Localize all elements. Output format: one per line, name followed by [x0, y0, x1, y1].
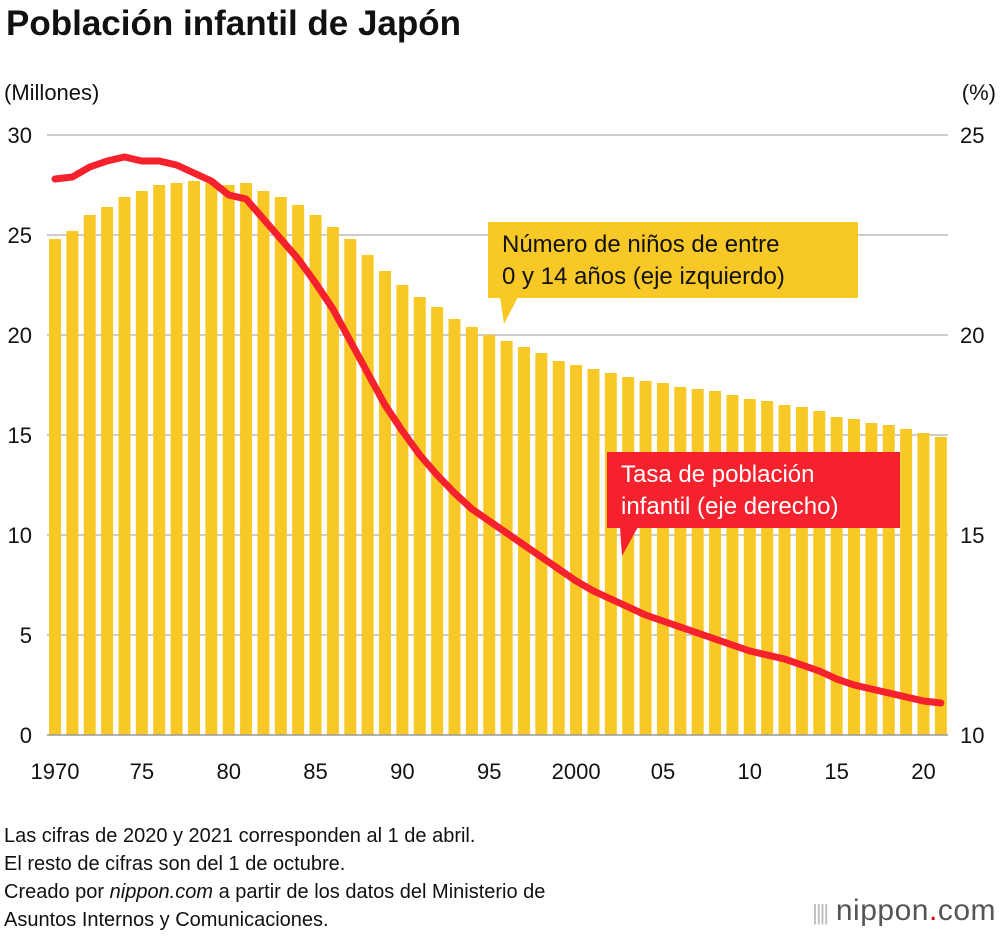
footnote: Las cifras de 2020 y 2021 corresponden a… [4, 822, 545, 934]
x-tick-label: 1970 [31, 759, 80, 784]
right-tick-label: 20 [960, 323, 984, 348]
bar [656, 383, 669, 735]
logo-dot: . [928, 894, 938, 927]
left-tick-label: 15 [8, 423, 32, 448]
x-tick-label: 95 [477, 759, 501, 784]
right-axis-unit: (%) [961, 80, 996, 105]
bar [604, 373, 617, 735]
bar-annotation-text: Número de niños de entre [502, 231, 780, 258]
bar-annotation-box [488, 222, 858, 298]
bar [187, 181, 200, 735]
bar-annotation-pointer [500, 297, 518, 324]
left-tick-label: 10 [8, 523, 32, 548]
bar [135, 191, 148, 735]
bar [309, 215, 322, 735]
left-axis-unit: (Millones) [4, 80, 100, 105]
bar [292, 205, 305, 735]
logo-suffix: com [937, 894, 996, 927]
bar [170, 183, 183, 735]
x-tick-label: 90 [390, 759, 414, 784]
x-tick-label: 2000 [552, 759, 601, 784]
bar [153, 185, 166, 735]
nippon-logo: |||| nippon.com [812, 894, 996, 927]
bar [413, 297, 426, 735]
bar [240, 183, 253, 735]
bar [361, 255, 374, 735]
bar [743, 399, 756, 735]
left-tick-label: 30 [8, 123, 32, 148]
line-annotation-pointer [620, 527, 638, 556]
bar [709, 391, 722, 735]
bar [639, 381, 652, 735]
right-tick-label: 25 [960, 123, 984, 148]
bar [674, 387, 687, 735]
left-tick-label: 0 [20, 723, 32, 748]
left-tick-label: 20 [8, 323, 32, 348]
bar [257, 191, 270, 735]
right-tick-label: 15 [960, 523, 984, 548]
footnote-line: Asuntos Internos y Comunicaciones. [4, 909, 329, 931]
bar-annotation-text: 0 y 14 años (eje izquierdo) [502, 263, 785, 290]
left-tick-label: 5 [20, 623, 32, 648]
bar [344, 239, 357, 735]
x-tick-label: 05 [651, 759, 675, 784]
bar [222, 185, 235, 735]
bar [726, 395, 739, 735]
bar [622, 377, 635, 735]
bar [83, 215, 96, 735]
footnote-source-link: nippon.com [109, 881, 214, 903]
x-tick-label: 15 [824, 759, 848, 784]
bar [900, 429, 913, 735]
line-annotation-text: infantil (eje derecho) [621, 493, 838, 520]
bar [691, 389, 704, 735]
bar [101, 207, 114, 735]
footnote-text: Creado por [4, 881, 110, 903]
bar [379, 271, 392, 735]
logo-text: nippon [835, 894, 929, 927]
bar [761, 401, 774, 735]
bar [66, 231, 79, 735]
chart-title: Población infantil de Japón [6, 4, 462, 43]
x-tick-label: 85 [303, 759, 327, 784]
bar [205, 183, 218, 735]
bar [917, 433, 930, 735]
bar [570, 365, 583, 735]
right-tick-label: 10 [960, 723, 984, 748]
rate-line [51, 153, 945, 707]
x-tick-label: 20 [911, 759, 935, 784]
bar [535, 353, 548, 735]
bar [483, 335, 496, 735]
bar [465, 327, 478, 735]
footnote-line: Creado por nippon.com a partir de los da… [4, 878, 545, 906]
x-tick-label: 80 [216, 759, 240, 784]
footnote-line: El resto de cifras son del 1 de octubre. [4, 853, 346, 875]
line-annotation-text: Tasa de población [621, 461, 814, 488]
footnote-text: a partir de los datos del Ministerio de [213, 881, 546, 903]
bar [326, 227, 339, 735]
bar [500, 341, 513, 735]
left-tick-label: 25 [8, 223, 32, 248]
x-tick-label: 75 [130, 759, 154, 784]
bar [274, 197, 287, 735]
line-annotation-box [607, 452, 900, 528]
bar [448, 319, 461, 735]
bar [431, 307, 444, 735]
bar [396, 285, 409, 735]
bar [587, 369, 600, 735]
bar [118, 197, 131, 735]
x-tick-label: 10 [738, 759, 762, 784]
bar [552, 361, 565, 735]
bar [49, 239, 61, 735]
footnote-line: Las cifras de 2020 y 2021 corresponden a… [4, 825, 476, 847]
bar [934, 437, 947, 735]
